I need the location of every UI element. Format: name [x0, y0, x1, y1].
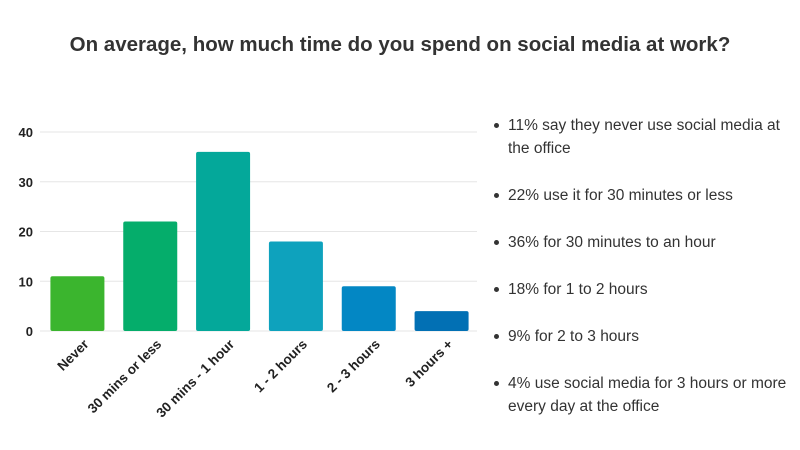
- finding-item: 18% for 1 to 2 hours: [492, 278, 792, 301]
- bar: [414, 311, 469, 331]
- bar: [341, 286, 396, 331]
- finding-item: 11% say they never use social media at t…: [492, 114, 792, 160]
- y-tick-label: 20: [19, 225, 33, 240]
- x-tick-label: Never: [54, 336, 92, 374]
- x-tick-label: 3 hours +: [402, 336, 455, 389]
- chart-title: On average, how much time do you spend o…: [69, 33, 731, 56]
- finding-item: 22% use it for 30 minutes or less: [492, 184, 792, 207]
- y-tick-label: 40: [19, 125, 33, 140]
- bar: [123, 221, 178, 331]
- x-tick-label: 30 mins or less: [85, 337, 165, 417]
- bars: [50, 151, 469, 331]
- y-tick-label: 10: [19, 274, 33, 289]
- x-tick-label: 1 - 2 hours: [251, 337, 310, 396]
- gridlines: [40, 131, 477, 332]
- x-tick-label: 30 mins - 1 hour: [153, 336, 237, 420]
- finding-item: 36% for 30 minutes to an hour: [492, 231, 792, 254]
- y-tick-label: 0: [26, 324, 33, 339]
- bar: [196, 151, 251, 331]
- findings-list: 11% say they never use social media at t…: [492, 114, 792, 442]
- finding-item: 4% use social media for 3 hours or more …: [492, 372, 792, 418]
- finding-item: 9% for 2 to 3 hours: [492, 325, 792, 348]
- y-axis: 0 10 20 30 40: [19, 125, 33, 339]
- y-tick-label: 30: [19, 175, 33, 190]
- x-tick-label: 2 - 3 hours: [324, 337, 383, 396]
- bar: [268, 241, 323, 331]
- bar: [50, 276, 105, 331]
